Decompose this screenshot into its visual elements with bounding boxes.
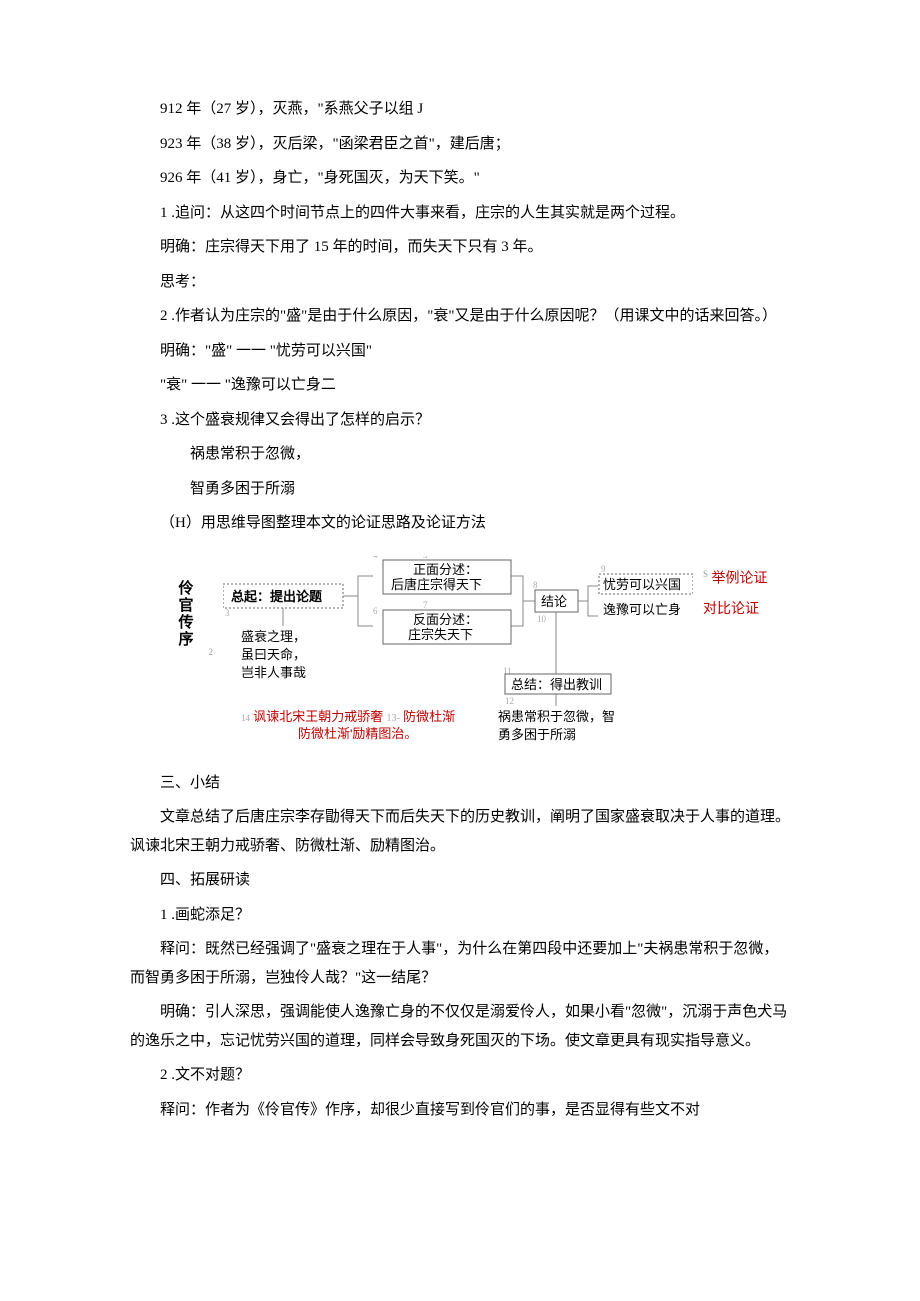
node-concl-r1: 忧劳可以兴国 — [603, 577, 681, 592]
section-4-title: 四、拓展研读 — [130, 866, 790, 895]
svg-text:防微杜渐'励精图治。: 防微杜渐'励精图治。 — [298, 726, 417, 741]
q2-ask: 释问：作者为《伶官传》作序，却很少直接写到伶官们的事，是否显得有些文不对 — [130, 1096, 790, 1125]
node-start: 总起：提出论题 — [231, 589, 323, 604]
q1-answer: 明确：引人深思，强调能使人逸豫亡身的不仅仅是溺爱伶人，如果小看"忽微"，沉溺于声… — [130, 998, 790, 1055]
question-2: 2 .作者认为庄宗的"盛"是由于什么原因，"衰"又是由于什么原因呢？（用课文中的… — [130, 302, 790, 331]
line-912: 912 年（27 岁），灭燕，"系燕父子以组 J — [130, 95, 790, 124]
q1-ask: 释问：既然已经强调了"盛衰之理在于人事"，为什么在第四段中还要加上"夫祸患常积于… — [130, 935, 790, 992]
svg-text:10: 10 — [537, 614, 547, 624]
line-926: 926 年（41 岁），身亡，"身死国灭，为天下笑。" — [130, 164, 790, 193]
node-summary-sub1: 祸患常积于忽微，智 — [498, 709, 615, 724]
answer-2b: "衰" 一一 "逸豫可以亡身二 — [160, 371, 790, 400]
svg-text:9: 9 — [601, 564, 606, 574]
diagram-svg: 总起：提出论题 3 盛衰之理， 虽曰天命， 岂非人事哉 4 5 正面分述： 后唐… — [223, 556, 693, 751]
svg-text:7: 7 — [423, 600, 428, 610]
answer-1: 明确：庄宗得天下用了 15 年的时间，而失天下只有 3 年。 — [130, 233, 790, 262]
q1-title: 1 .画蛇添足？ — [130, 901, 790, 930]
node-summary: 总结：得出教训 — [511, 677, 602, 692]
annot-example: 举例论证 — [712, 571, 768, 586]
tag-2: 2 — [209, 644, 214, 661]
q2-title: 2 .文不对题？ — [130, 1061, 790, 1090]
section-h: （H）用思维导图整理本文的论证思路及论证方法 — [130, 509, 790, 538]
node-neg-sub: 庄宗失天下 — [408, 627, 473, 642]
annot-contrast: 对比论证 — [703, 597, 768, 624]
answer-2a: 明确："盛" 一一 "忧劳可以兴国" — [130, 337, 790, 366]
svg-text:5: 5 — [423, 556, 428, 560]
think-label: 思考： — [130, 268, 790, 297]
section-3-body: 文章总结了后唐庄宗李存勖得天下而后失天下的历史教训，阐明了国家盛衰取决于人事的道… — [130, 803, 790, 860]
right-annotations: S 举例论证 对比论证 — [703, 556, 768, 624]
node-start-sub1: 盛衰之理， — [241, 629, 306, 644]
followup-1: 1 .追问：从这四个时间节点上的四件大事来看，庄宗的人生其实就是两个过程。 — [130, 199, 790, 228]
mindmap-diagram: 伶官传序 2 — [170, 556, 790, 751]
node-summary-sub2: 勇多困于所溺 — [498, 727, 576, 742]
svg-text:4: 4 — [373, 556, 378, 560]
node-start-sub3: 岂非人事哉 — [241, 665, 306, 680]
answer-3a: 祸患常积于忽微， — [130, 440, 790, 469]
diagram-vtitle: 伶官传序 — [170, 556, 199, 648]
svg-text:12: 12 — [505, 696, 514, 706]
svg-text:3: 3 — [225, 608, 230, 618]
node-pos-head: 正面分述： — [413, 562, 478, 577]
node-neg-head: 反面分述： — [413, 612, 478, 627]
node-pos-sub: 后唐庄宗得天下 — [391, 577, 482, 592]
question-3: 3 .这个盛衰规律又会得出了怎样的启示？ — [130, 406, 790, 435]
answer-3b: 智勇多困于所溺 — [130, 475, 790, 504]
line-923: 923 年（38 岁），灭后梁，"函梁君臣之首"，建后唐； — [130, 130, 790, 159]
svg-text:8: 8 — [533, 580, 538, 590]
svg-text:6: 6 — [373, 606, 378, 616]
section-3-title: 三、小结 — [130, 769, 790, 798]
node-conclusion: 结论 — [541, 594, 567, 609]
node-start-sub2: 虽曰天命， — [241, 647, 306, 662]
tag-s: S — [703, 569, 708, 579]
node-footnote: 14 讽谏北宋王朝力戒骄奢 13- 防微杜渐 — [241, 709, 455, 724]
page: 912 年（27 岁），灭燕，"系燕父子以组 J 923 年（38 岁），灭后梁… — [0, 0, 920, 1180]
node-concl-r2: 逸豫可以亡身 — [603, 602, 681, 617]
